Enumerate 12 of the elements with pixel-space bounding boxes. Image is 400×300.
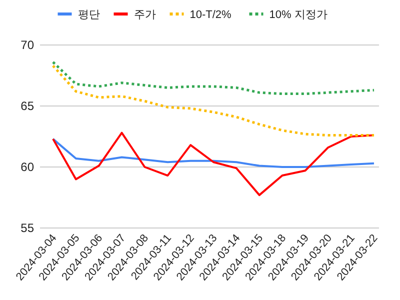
y-tick-label: 65 xyxy=(20,99,34,113)
line-series xyxy=(52,60,376,96)
legend-label: 10-T/2% xyxy=(190,9,232,21)
y-tick-label: 60 xyxy=(20,160,34,174)
legend-label: 주가 xyxy=(134,9,156,21)
line-series xyxy=(52,138,375,168)
legend-label: 10% 지정가 xyxy=(269,9,328,21)
legend-label: 평단 xyxy=(78,9,100,21)
line-series xyxy=(52,64,376,137)
y-tick-label: 55 xyxy=(20,221,34,235)
y-tick-label: 70 xyxy=(20,38,34,52)
line-series xyxy=(52,132,375,196)
